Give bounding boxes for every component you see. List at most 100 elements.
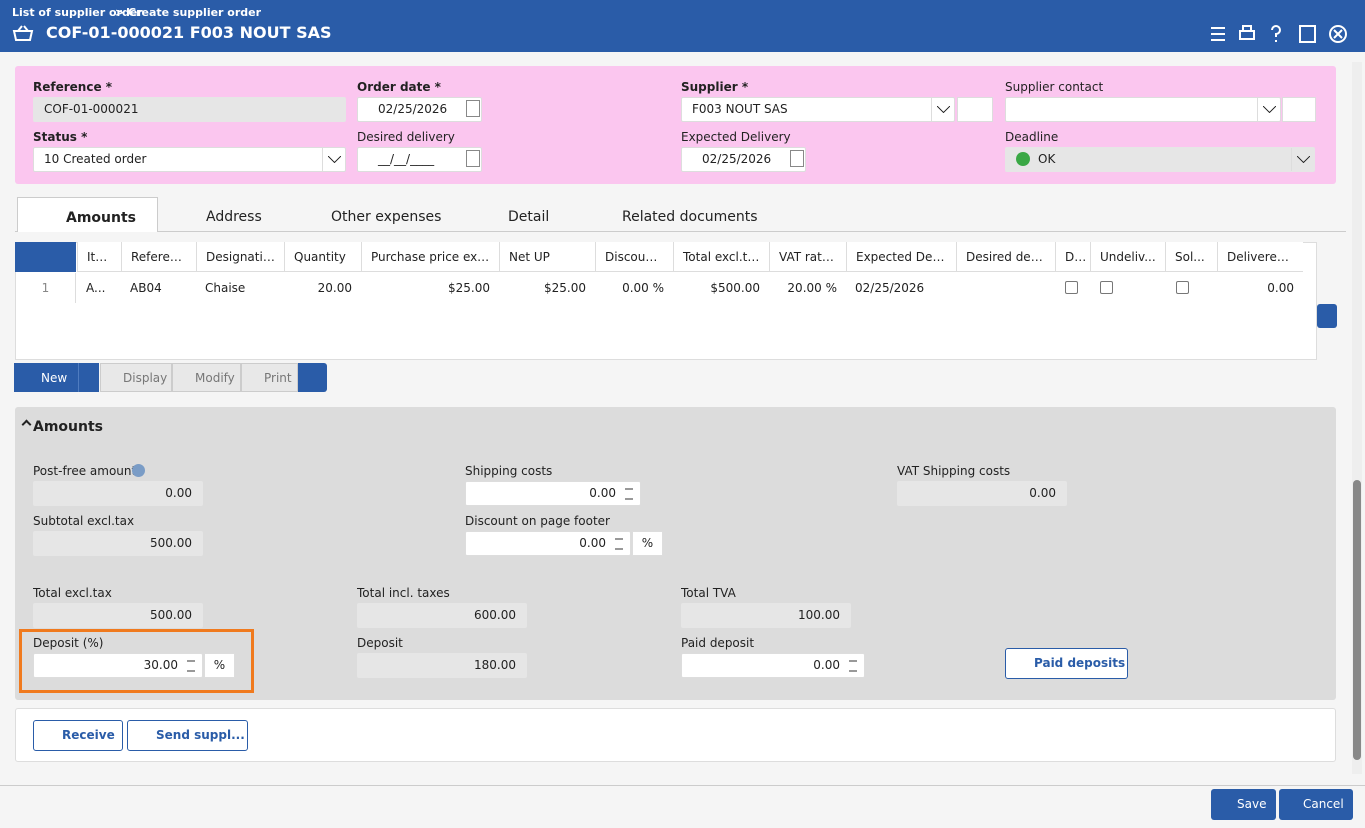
field-label: VAT Shipping costs: [897, 464, 1011, 478]
action-button[interactable]: Receive: [33, 720, 123, 751]
toolbar-button[interactable]: Modify: [172, 363, 241, 392]
field-label: Total excl.tax: [33, 586, 112, 600]
column-header[interactable]: Expected Deliv...: [846, 242, 956, 272]
amount-input[interactable]: 0.00: [465, 481, 641, 506]
spinner[interactable]: [185, 656, 197, 676]
cell: AB04: [130, 281, 162, 295]
amount-input[interactable]: 0.00: [681, 653, 865, 678]
calendar-icon[interactable]: [466, 100, 480, 117]
field-label: Post-free amount: [33, 464, 137, 478]
input[interactable]: 02/25/2026: [357, 97, 482, 122]
amount-input[interactable]: 0.00: [465, 531, 631, 556]
column-header[interactable]: Item: [77, 242, 121, 272]
spinner[interactable]: [613, 534, 625, 554]
row-number: 1: [16, 273, 76, 303]
column-header[interactable]: Designation: [196, 242, 284, 272]
column-header[interactable]: DR: [1055, 242, 1090, 272]
dropdown-caret[interactable]: [322, 148, 345, 171]
column-header[interactable]: Delivered ...: [1217, 242, 1303, 272]
cell: $25.00: [448, 281, 490, 295]
tab[interactable]: Address: [206, 209, 262, 225]
header-icons[interactable]: [1208, 24, 1356, 44]
column-header[interactable]: Purchase price excl....: [361, 242, 499, 272]
field-label: Deposit (%): [33, 636, 104, 650]
scrollbar[interactable]: [1352, 62, 1362, 774]
amount-input: 600.00: [357, 603, 527, 628]
field-label: Desired delivery: [357, 130, 455, 144]
toolbar-button[interactable]: New: [14, 363, 86, 392]
edit-button[interactable]: [957, 97, 993, 122]
field-label: Deadline: [1005, 130, 1059, 144]
search-button[interactable]: [1282, 97, 1316, 122]
input[interactable]: 10 Created order: [33, 147, 346, 172]
toolbar-button[interactable]: Print: [241, 363, 298, 392]
checkbox[interactable]: [1100, 281, 1113, 294]
cell: 02/25/2026: [855, 281, 925, 295]
column-header[interactable]: Quantity: [284, 242, 361, 272]
input: COF-01-000021: [33, 97, 346, 122]
cell: 0.00: [1267, 281, 1294, 295]
spinner[interactable]: [623, 484, 635, 504]
column-header[interactable]: Total excl.tax: [673, 242, 769, 272]
field-label: Supplier *: [681, 80, 749, 94]
cell: $25.00: [544, 281, 586, 295]
column-header[interactable]: Sol...: [1165, 242, 1217, 272]
new-dropdown[interactable]: [78, 363, 99, 392]
footer-button[interactable]: Save: [1211, 789, 1276, 820]
calendar-icon[interactable]: [466, 150, 480, 167]
field-label: Deposit: [357, 636, 403, 650]
input[interactable]: F003 NOUT SAS: [681, 97, 955, 122]
input[interactable]: OK: [1005, 147, 1315, 172]
amount-input: 100.00: [681, 603, 851, 628]
checkbox[interactable]: [1065, 281, 1078, 294]
input[interactable]: [1005, 97, 1281, 122]
scroll-thumb[interactable]: [1353, 480, 1361, 760]
tab[interactable]: Detail: [508, 209, 550, 225]
field-label: Shipping costs: [465, 464, 553, 478]
basket-icon: [12, 25, 34, 41]
amount-input: 0.00: [33, 481, 203, 506]
input[interactable]: __/__/____: [357, 147, 482, 172]
amount-input: 0.00: [897, 481, 1067, 506]
column-header[interactable]: Net UP: [499, 242, 595, 272]
spinner[interactable]: [847, 656, 859, 676]
column-header[interactable]: Reference: [121, 242, 196, 272]
add-row-button[interactable]: [15, 242, 76, 272]
section-title[interactable]: Amounts: [33, 419, 103, 435]
dropdown-caret[interactable]: [931, 98, 954, 121]
info-icon: [132, 464, 145, 477]
dropdown-caret[interactable]: [1257, 98, 1280, 121]
breadcrumb-current: Create supplier order: [128, 6, 262, 19]
header-bar: [0, 0, 1365, 52]
cell: 20.00 %: [787, 281, 837, 295]
footer-button[interactable]: Cancel: [1279, 789, 1353, 820]
collapse-button[interactable]: [1317, 304, 1337, 328]
field-label: Subtotal excl.tax: [33, 514, 135, 528]
breadcrumb-link[interactable]: List of supplier order: [12, 6, 143, 19]
amount-input[interactable]: 30.00: [33, 653, 203, 678]
tab[interactable]: Related documents: [622, 209, 758, 225]
cell: 20.00: [317, 281, 352, 295]
menu-button[interactable]: [298, 363, 327, 392]
action-button[interactable]: Send suppl...: [127, 720, 248, 751]
tab[interactable]: Amounts: [17, 197, 158, 232]
column-header[interactable]: Undeliv...: [1090, 242, 1165, 272]
cell: A...: [86, 281, 106, 295]
checkbox[interactable]: [1176, 281, 1189, 294]
field-label: Total TVA: [681, 586, 736, 600]
status-dot: [1016, 152, 1030, 166]
paid-deposits-button[interactable]: Paid deposits: [1005, 648, 1128, 679]
input[interactable]: 02/25/2026: [681, 147, 806, 172]
tab[interactable]: Other expenses: [331, 209, 442, 225]
unit-box: %: [632, 531, 663, 556]
field-label: Discount on page footer: [465, 514, 610, 528]
toolbar-button[interactable]: Display: [100, 363, 172, 392]
column-header[interactable]: Discount...: [595, 242, 673, 272]
column-header[interactable]: Desired deli...: [956, 242, 1055, 272]
amount-input: 500.00: [33, 531, 203, 556]
calendar-icon[interactable]: [790, 150, 804, 167]
cell: $500.00: [710, 281, 760, 295]
highlight-box: [19, 629, 254, 693]
dropdown-caret[interactable]: [1291, 148, 1314, 171]
column-header[interactable]: VAT rate ...: [769, 242, 846, 272]
